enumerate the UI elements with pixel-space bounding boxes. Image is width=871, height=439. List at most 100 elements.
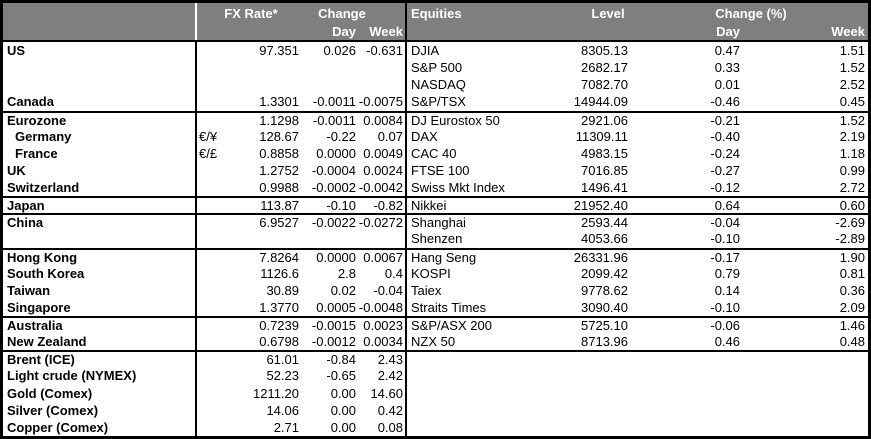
fx-week-change-value: 0.0023 <box>363 318 403 334</box>
equity-day-change-value: -0.27 <box>710 162 740 178</box>
equity-index-label: Hang Seng <box>411 249 477 265</box>
fx-change-column-header: Change <box>318 5 366 21</box>
fx-row: US 97.351 0.026 -0.631 <box>3 42 405 60</box>
fx-row-label: Eurozone <box>3 112 197 128</box>
fx-week-change-value: -0.0272 <box>359 215 403 231</box>
fx-week-change-value: 0.0024 <box>363 162 403 178</box>
fx-row-label: Japan <box>3 198 197 214</box>
equity-week-change-value: 2.09 <box>839 299 865 315</box>
fx-rate-value <box>233 59 305 76</box>
fx-row <box>3 76 405 94</box>
fx-rate-value: 0.9988 <box>259 180 299 196</box>
equity-index-label: Taiex <box>411 282 442 298</box>
fx-row-label: Gold (Comex) <box>3 384 197 402</box>
equity-row: DJ Eurostox 50 2921.06 -0.21 1.52 <box>407 110 868 128</box>
fx-row-label: France <box>3 144 197 162</box>
fx-row-label: Canada <box>3 93 197 111</box>
equity-day-change-value: 0.14 <box>714 282 740 298</box>
equity-index-label: Nikkei <box>411 198 447 214</box>
equity-day-change-value: -0.40 <box>710 128 740 144</box>
fx-row: China 6.9527 -0.0022 -0.0272 <box>3 213 405 231</box>
equity-week-change-value: 1.18 <box>839 145 865 161</box>
fx-week-change-value: 0.08 <box>377 419 403 435</box>
fx-row-label: Brent (ICE) <box>3 352 197 368</box>
equity-level-value: 4053.66 <box>581 231 628 247</box>
fx-header-row-2: Day Week <box>3 23 405 40</box>
equity-row: NASDAQ 7082.70 0.01 2.52 <box>407 76 868 94</box>
fx-rate-value: 113.87 <box>260 198 299 214</box>
fx-rate-value: 1.3301 <box>259 94 299 110</box>
equity-row: DAX 11309.11 -0.40 2.19 <box>407 127 868 145</box>
fx-rate-column-header: FX Rate* <box>224 5 278 21</box>
fx-row-label: Copper (Comex) <box>3 418 197 436</box>
fx-row: New Zealand 0.6798 -0.0012 0.0034 <box>3 333 405 351</box>
equity-week-change-value: 1.52 <box>839 60 865 76</box>
equity-week-change-value: 0.81 <box>839 265 865 281</box>
equity-day-change-value: 0.79 <box>714 265 740 281</box>
equity-level-value: 8713.96 <box>581 334 628 350</box>
fx-row-label <box>3 76 197 94</box>
fx-day-change-value: 0.0000 <box>316 249 356 265</box>
equity-level-value: 14944.09 <box>573 94 628 110</box>
equity-week-change-value: 0.60 <box>839 198 865 214</box>
fx-week-change-value: 14.60 <box>370 385 403 401</box>
equity-row: Swiss Mkt Index 1496.41 -0.12 2.72 <box>407 179 868 197</box>
fx-row: Hong Kong 7.8264 0.0000 0.0067 <box>3 247 405 265</box>
fx-rate-value: 7.8264 <box>259 249 299 265</box>
fx-table-header: FX Rate* Change Day Week <box>3 3 405 42</box>
fx-row-label: China <box>3 215 197 231</box>
fx-currency-pair-symbol: €/£ <box>199 145 218 161</box>
fx-currency-pair-symbol <box>197 318 233 333</box>
fx-rate-value: 1211.20 <box>252 385 299 401</box>
equity-row: Taiex 9778.62 0.14 0.36 <box>407 281 868 299</box>
fx-row-label: Australia <box>3 318 197 334</box>
equities-table-body: DJIA 8305.13 0.47 1.51 S&P 500 2682.17 0.33 1.5… <box>407 42 868 436</box>
fx-currency-pair-symbol <box>197 179 233 196</box>
fx-row-label: Light crude (NYMEX) <box>3 367 197 385</box>
fx-week-change-value: 0.42 <box>377 402 403 418</box>
fx-row <box>3 230 405 248</box>
fx-rate-value <box>233 230 305 247</box>
equity-week-change-value: -2.89 <box>835 231 865 247</box>
fx-week-change-value: 0.4 <box>384 265 403 281</box>
equity-day-change-value: 0.33 <box>714 60 740 76</box>
fx-row: Brent (ICE) 61.01 -0.84 2.43 <box>3 350 405 368</box>
equity-index-label: S&P 500 <box>411 60 463 76</box>
fx-row: Copper (Comex) 2.71 0.00 0.08 <box>3 418 405 436</box>
fx-header-row-1: FX Rate* Change <box>3 3 405 23</box>
equity-index-label: FTSE 100 <box>411 162 470 178</box>
fx-currency-pair-symbol <box>197 162 233 179</box>
equities-header-row-1: Equities Level Change (%) <box>407 3 868 23</box>
fx-rate-value: 1.1298 <box>259 112 299 128</box>
equity-level-value: 2682.17 <box>581 60 628 76</box>
equities-table-header: Equities Level Change (%) Day Week <box>407 3 868 42</box>
fx-week-change-value: 0.07 <box>377 128 403 144</box>
equity-row: S&P 500 2682.17 0.33 1.52 <box>407 59 868 77</box>
fx-row: France €/£ 0.8858 0.0000 0.0049 <box>3 144 405 162</box>
equity-level-value: 9778.62 <box>581 282 628 298</box>
fx-week-change-value: -0.04 <box>373 282 403 298</box>
fx-row-label: Taiwan <box>3 281 197 299</box>
fx-currency-pair-symbol <box>197 93 233 110</box>
fx-currency-pair-symbol <box>197 76 233 93</box>
fx-row: Germany €/¥ 128.67 -0.22 0.07 <box>3 127 405 145</box>
fx-row <box>3 59 405 77</box>
equity-index-label: Shenzen <box>411 231 463 247</box>
fx-currency-pair-symbol <box>197 333 233 350</box>
fx-commodities-table: FX Rate* Change Day Week US 97.351 0.026 -0… <box>3 3 405 436</box>
fx-week-change-value <box>359 230 405 247</box>
equity-week-change-value: 1.90 <box>839 249 865 265</box>
equity-index-label: DJIA <box>411 43 440 59</box>
fx-currency-pair-symbol <box>197 113 233 128</box>
fx-row: Eurozone 1.1298 -0.0011 0.0084 <box>3 110 405 128</box>
fx-rate-value: 0.8858 <box>259 145 299 161</box>
fx-row: Switzerland 0.9988 -0.0002 -0.0042 <box>3 179 405 197</box>
fx-row: UK 1.2752 -0.0004 0.0024 <box>3 161 405 179</box>
fx-day-change-value: -0.84 <box>326 352 356 368</box>
equity-day-change-value: 0.47 <box>714 43 740 59</box>
fx-day-change-value <box>305 59 359 76</box>
equity-row: S&P/ASX 200 5725.10 -0.06 1.46 <box>407 316 868 334</box>
fx-rate-value: 1126.6 <box>260 265 299 281</box>
fx-rate-value: 30.89 <box>266 282 299 298</box>
